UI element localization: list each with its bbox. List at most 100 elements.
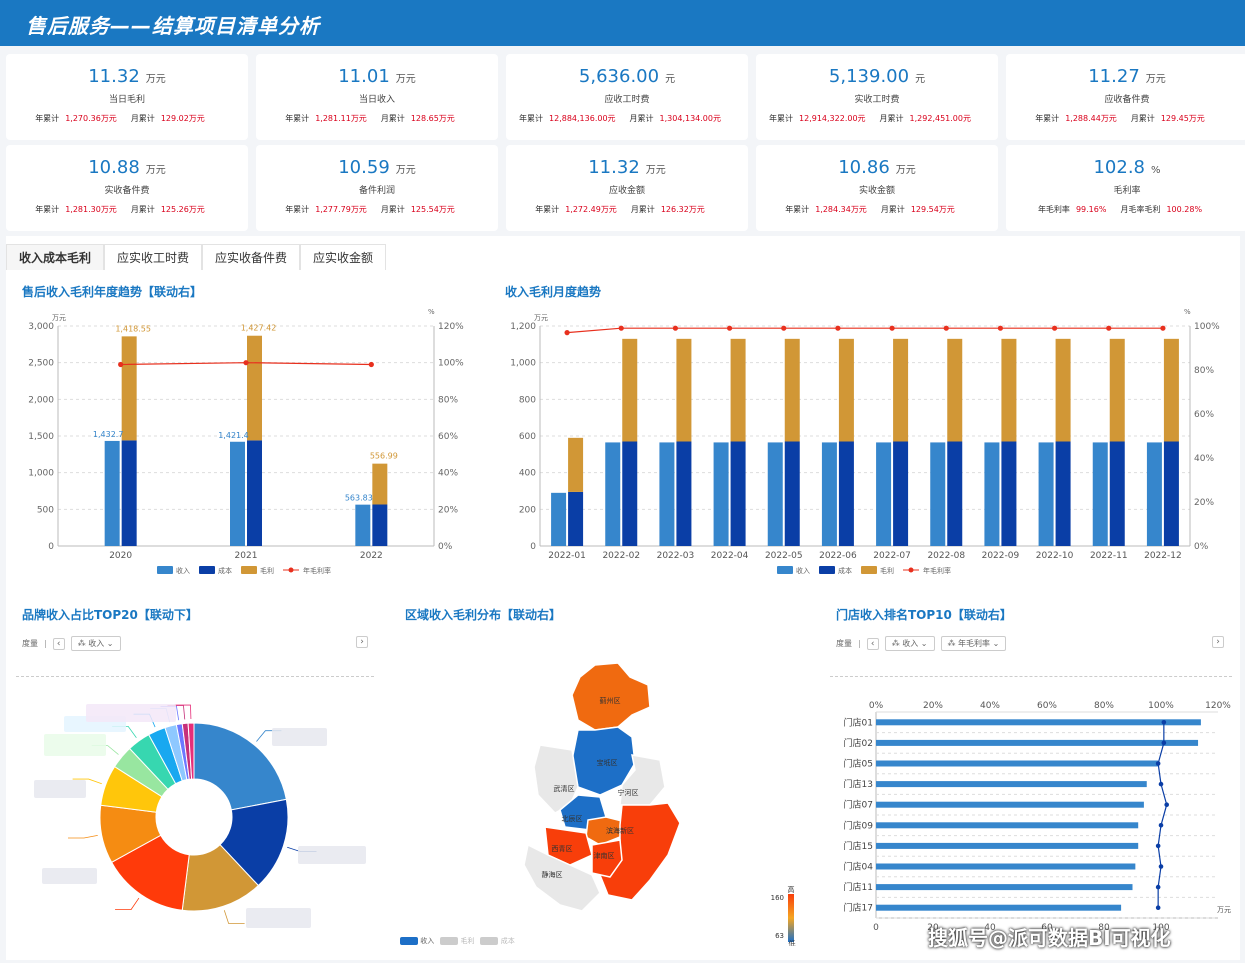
rate-point: [1051, 325, 1058, 331]
store-income-bar: [876, 822, 1139, 829]
legend-label: 毛利: [260, 566, 274, 575]
store-label: 门店04: [844, 861, 874, 873]
brand-donut-chart: [67, 704, 317, 924]
kpi-label: 当日收入: [358, 95, 395, 105]
y2-tick-label: 20%: [438, 505, 458, 515]
store-ranking-title: 门店收入排名TOP10【联动右】: [836, 608, 1012, 622]
prev-arrow-button[interactable]: ‹: [866, 637, 879, 650]
bar-income: [659, 442, 675, 546]
map-region-jinghai: [523, 843, 601, 912]
y-tick-label: 1,000: [510, 359, 536, 369]
legend-item-income[interactable]: 收入: [400, 936, 434, 946]
bar-cost: [947, 441, 963, 546]
store-ranking-chart: 0% 20% 40% 60% 80% 100% 120% 0 20 40 60 80 100 万元 门店01…: [844, 701, 1232, 933]
x-tick-label: 2022-05: [765, 551, 803, 561]
blurred-label: [298, 846, 366, 864]
x-tick-label: 2022-08: [927, 551, 965, 561]
store-rate-select[interactable]: ⁂ 年毛利率 ⌄: [940, 636, 1007, 651]
kpi-cumulative: 年累计 12,914,322.00元 月累计 1,292,451.00元: [769, 114, 971, 123]
store-rate-point: [1158, 823, 1164, 828]
x-top-tick-label: 0%: [869, 701, 884, 711]
donut-leader-line: [115, 897, 140, 911]
store-rate-point: [1155, 905, 1161, 910]
bar-income: [355, 504, 371, 546]
bar-income: [876, 442, 892, 546]
rate-point: [726, 325, 733, 331]
legend-swatch: [777, 566, 793, 574]
kpi-card: 11.32 万元 应收金额 年累计 1,272.49万元 月累计 126.32万元: [506, 145, 748, 231]
map-region-label: 蓟州区: [600, 696, 621, 705]
legend-label: 成本: [218, 566, 232, 575]
blurred-label: [246, 908, 311, 928]
store-income-bar: [876, 842, 1139, 849]
rate-point: [781, 325, 787, 331]
map-region-label: 宁河区: [618, 788, 639, 797]
watermark-text: 搜狐号@派可数据BI可视化: [928, 926, 1171, 950]
legend-item-profit[interactable]: 毛利: [440, 936, 474, 946]
blurred-label: [42, 868, 97, 884]
x-top-tick-label: 20%: [923, 701, 943, 711]
y2-unit-label: %: [428, 308, 435, 316]
rate-line: [567, 327, 1163, 334]
bar-cost: [676, 441, 692, 546]
bar-profit: [1001, 338, 1017, 442]
brand-measure-select[interactable]: ⁂ 收入 ⌄: [70, 636, 121, 651]
kpi-value: 10.59 万元: [338, 157, 416, 178]
bar-cost: [1055, 441, 1071, 546]
bar-income: [984, 442, 1000, 546]
bar-profit: [676, 338, 692, 442]
kpi-cumulative: 年累计 1,277.79万元 月累计 125.54万元: [285, 205, 455, 214]
page-title: 售后服务——结算项目清单分析: [26, 14, 320, 38]
kpi-value: 10.88 万元: [88, 157, 166, 178]
bar-cost: [838, 441, 854, 546]
y-tick-label: 2,000: [28, 395, 54, 405]
bar-cost: [1001, 441, 1017, 546]
store-rate-point: [1155, 884, 1161, 890]
rate-point: [564, 330, 570, 336]
store-income-bar: [876, 739, 1199, 746]
y2-tick-label: 100%: [1194, 322, 1220, 332]
bar-income: [104, 440, 120, 546]
measure-label: 度量: [22, 639, 38, 648]
bar-cost: [622, 441, 638, 546]
legend-swatch: [199, 566, 215, 574]
rate-point: [1106, 325, 1112, 331]
y-tick-label: 1,200: [510, 322, 536, 332]
tab-labor-fee[interactable]: 应实收工时费: [104, 244, 203, 270]
kpi-cumulative: 年累计 1,284.34万元 月累计 129.54万元: [785, 205, 955, 214]
tab-amount[interactable]: 应实收金额: [300, 244, 387, 270]
bar-profit: [947, 338, 963, 442]
y-tick-label: 600: [519, 432, 536, 442]
next-arrow-button[interactable]: ›: [356, 636, 368, 648]
x-tick-label: 2022-11: [1090, 551, 1128, 561]
store-income-bar: [876, 760, 1159, 767]
bar-profit: [1109, 338, 1125, 442]
kpi-card: 11.27 万元 应收备件费 年累计 1,288.44万元 月累计 129.45万元: [1006, 54, 1245, 140]
legend-item-cost[interactable]: 成本: [480, 936, 515, 946]
tab-income-cost-profit[interactable]: 收入成本毛利: [6, 244, 105, 270]
tab-parts-fee[interactable]: 应实收备件费: [202, 244, 301, 270]
next-arrow-button[interactable]: ›: [1212, 636, 1224, 648]
prev-arrow-button[interactable]: ‹: [52, 637, 65, 650]
x-top-tick-label: 60%: [1037, 701, 1057, 711]
store-label: 门店01: [844, 716, 873, 728]
measure-label: 度量: [836, 639, 852, 648]
x-bottom-tick-label: 40: [984, 923, 996, 933]
x-tick-label: 2022-04: [711, 551, 749, 561]
bar-cost: [893, 441, 909, 546]
profit-data-label: 1,427.42: [241, 324, 277, 333]
bar-cost: [121, 440, 137, 546]
y2-tick-label: 40%: [1194, 454, 1214, 464]
kpi-card: 5,139.00 元实收工时费 年累计 12,914,322.00元 月累计 1,292,…: [756, 54, 998, 140]
kpi-value: 5,139.00 元: [828, 66, 926, 87]
brand-share-title: 品牌收入占比TOP20【联动下】: [22, 608, 198, 622]
x-top-tick-label: 40%: [980, 701, 1000, 711]
kpi-cumulative: 年累计 1,281.11万元 月累计 128.65万元: [285, 114, 455, 123]
store-measure-select[interactable]: ⁂ 收入 ⌄: [884, 636, 935, 651]
bar-cost: [1163, 441, 1179, 546]
map-region-jinnan: [591, 839, 623, 878]
donut-slice: [193, 722, 287, 811]
kpi-value: 5,636.00 元: [578, 66, 676, 87]
kpi-cumulative: 年累计 1,281.30万元 月累计 125.26万元: [35, 205, 205, 214]
